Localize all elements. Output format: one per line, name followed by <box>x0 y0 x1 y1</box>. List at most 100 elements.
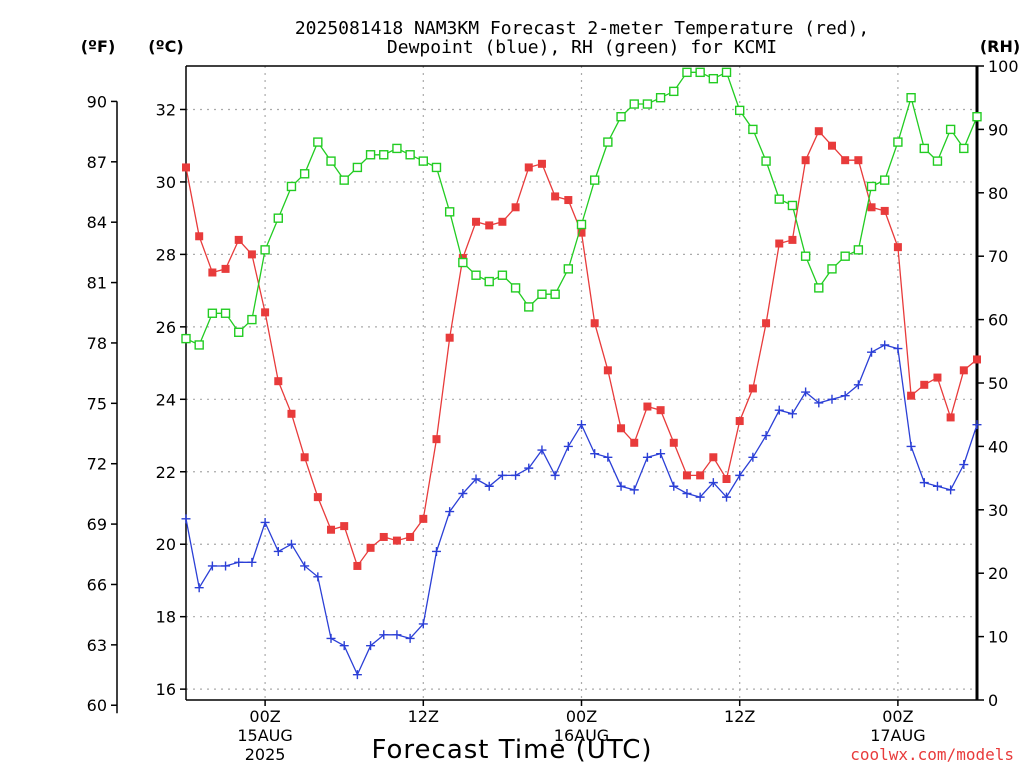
rh-point <box>352 162 363 173</box>
temperature-point <box>274 377 283 386</box>
temperature-point <box>801 156 810 165</box>
dewpoint-point <box>603 452 613 462</box>
x-tick-label-time: 12Z <box>724 707 755 726</box>
dewpoint-point <box>761 431 771 441</box>
rh-tick-label: 100 <box>988 57 1019 76</box>
temperature-point <box>498 217 507 226</box>
dewpoint-point <box>260 517 270 527</box>
x-tick-label-date: 17AUG <box>870 726 925 745</box>
dewpoint-point <box>247 557 257 567</box>
celsius-tick-label: 26 <box>156 318 176 337</box>
rh-point <box>880 175 890 185</box>
temperature-point <box>959 366 968 375</box>
dewpoint-point <box>708 478 718 488</box>
temperature-point <box>590 319 599 328</box>
dewpoint-point <box>814 398 824 408</box>
dewpoint-point <box>524 463 534 473</box>
celsius-tick-label: 16 <box>156 680 176 699</box>
x-tick-label-time: 00Z <box>249 707 280 726</box>
rh-point <box>392 143 402 154</box>
dewpoint-point <box>722 492 732 502</box>
dewpoint-point <box>867 347 877 357</box>
rh-tick-label: 30 <box>988 501 1008 520</box>
rh-point <box>550 289 560 299</box>
rh-point <box>510 283 521 293</box>
temperature-point <box>788 235 797 244</box>
rh-point <box>484 276 494 287</box>
temperature-point <box>682 471 691 480</box>
temperature-point <box>379 532 388 541</box>
rh-point <box>524 302 534 312</box>
temperature-point <box>722 475 731 484</box>
rh-point <box>814 283 824 293</box>
temperature-point <box>234 235 243 244</box>
rh-point <box>629 99 639 109</box>
dewpoint-point <box>972 420 982 430</box>
fahrenheit-tick-label: 66 <box>87 575 107 594</box>
dewpoint-point <box>445 507 455 517</box>
dewpoint-point <box>418 619 428 629</box>
temperature-point <box>827 141 836 150</box>
temperature-point <box>617 424 626 433</box>
rh-point <box>458 257 468 268</box>
temperature-point <box>669 438 678 447</box>
rh-point <box>497 270 508 280</box>
celsius-tick-label: 18 <box>156 608 176 627</box>
dewpoint-point <box>906 441 916 451</box>
celsius-tick-label: 22 <box>156 463 176 482</box>
temperature-point <box>603 366 612 375</box>
dewpoint-point <box>590 449 600 459</box>
fahrenheit-tick-label: 84 <box>87 213 107 232</box>
dewpoint-point <box>959 460 969 470</box>
temperature-point <box>920 380 929 389</box>
rh-point <box>853 245 864 255</box>
dewpoint-point <box>234 557 244 567</box>
temperature-point <box>208 268 217 277</box>
dewpoint-point <box>550 470 560 480</box>
celsius-tick-label: 28 <box>156 245 176 264</box>
rh-point <box>695 67 705 78</box>
rh-point <box>444 207 455 217</box>
dewpoint-point <box>313 572 323 582</box>
rh-point <box>405 150 415 160</box>
dewpoint-point <box>273 546 283 556</box>
dewpoint-point <box>880 340 890 350</box>
dewpoint-point <box>458 488 468 498</box>
temperature-point <box>577 228 586 237</box>
rh-point <box>234 327 244 337</box>
temperature-point <box>709 453 718 462</box>
temperature-point <box>182 163 190 172</box>
temperature-point <box>696 471 705 480</box>
data-series <box>181 67 982 680</box>
temperature-point <box>854 156 863 165</box>
rh-point <box>893 137 903 147</box>
dewpoint-point <box>946 485 956 495</box>
dewpoint-point <box>840 391 850 401</box>
temperature-point <box>643 402 652 411</box>
right-unit-rh: (RH) <box>980 37 1020 56</box>
temperature-point <box>300 453 309 462</box>
dewpoint-point <box>431 546 441 556</box>
temperature-point <box>775 239 784 248</box>
rh-point <box>379 150 389 160</box>
rh-point <box>642 99 653 109</box>
temperature-point <box>261 308 270 317</box>
left-unit-fahrenheit: (ºF) <box>81 37 116 56</box>
temperature-point <box>973 355 981 364</box>
dewpoint-point <box>300 561 310 571</box>
dewpoint-point <box>853 380 863 390</box>
dewpoint-point <box>326 633 336 643</box>
temperature-point <box>933 373 942 382</box>
rh-point <box>682 67 692 78</box>
dewpoint-point <box>629 485 639 495</box>
rh-point <box>365 150 376 160</box>
rh-point <box>207 308 218 318</box>
rh-point <box>339 175 349 185</box>
temperature-point <box>287 409 296 418</box>
dewpoint-point <box>366 641 376 651</box>
dewpoint-point <box>695 492 705 502</box>
fahrenheit-tick-label: 63 <box>87 636 107 655</box>
temperature-point <box>907 391 916 400</box>
rh-point <box>655 92 666 103</box>
dewpoint-point <box>537 445 547 455</box>
